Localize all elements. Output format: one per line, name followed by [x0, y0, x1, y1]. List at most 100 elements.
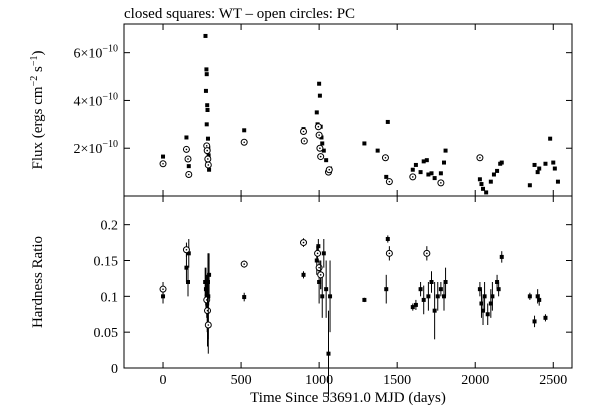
flux-pc-point-center — [207, 164, 210, 166]
x-tick-label: 2000 — [461, 373, 489, 388]
flux-wt-point — [548, 136, 553, 141]
hardness-wt-point — [362, 297, 367, 302]
hardness-wt-point — [418, 287, 423, 292]
hardness-wt-point — [488, 301, 493, 306]
hardness-pc-point-center — [302, 241, 305, 244]
hardness-wt-point — [203, 287, 208, 292]
flux-wt-point — [532, 162, 537, 167]
flux-wt-point — [499, 160, 504, 165]
flux-wt-point — [537, 166, 542, 171]
flux-wt-point — [527, 183, 532, 188]
flux-wt-point — [477, 177, 482, 182]
flux-wt-point — [426, 172, 431, 177]
flux-wt-point — [555, 179, 560, 184]
flux-wt-point — [495, 168, 500, 173]
hardness-wt-point — [410, 305, 415, 310]
flux-wt-point — [375, 148, 380, 153]
x-tick-label: 500 — [231, 373, 252, 388]
hardness-points — [159, 235, 548, 397]
figure-title: closed squares: WT – open circles: PC — [124, 6, 355, 22]
hardness-panel: 0 500 1000 1500 2000 2500 0 0.05 0.1 0.15 0.2 Hard… — [30, 195, 573, 397]
hardness-wt-point — [316, 244, 321, 249]
flux-pc-point-center — [318, 134, 320, 136]
flux-wt-point — [418, 170, 423, 175]
flux-wt-point — [442, 160, 446, 165]
flux-wt-point — [207, 167, 212, 172]
flux-ylabel-exp2: −1 — [29, 56, 40, 67]
hardness-wt-point — [495, 280, 500, 284]
flux-pc-point-center — [317, 125, 320, 128]
flux-panel-frame — [123, 23, 573, 197]
flux-pc-point-center — [187, 173, 190, 176]
x-axis-label: Time Since 53691.0 MJD (days) — [250, 390, 446, 406]
flux-pc-point-center — [411, 176, 414, 178]
hardness-wt-point — [429, 280, 434, 284]
flux-wt-point — [432, 176, 437, 181]
flux-wt-point — [479, 182, 484, 187]
flux-pc-point-center — [384, 156, 387, 159]
hardness-y-tick-label: 0.15 — [94, 255, 119, 270]
flux-wt-point — [184, 135, 189, 140]
hardness-pc-point-center — [243, 263, 245, 265]
hardness-wt-point — [535, 294, 540, 299]
hardness-pc-point-center — [316, 252, 319, 255]
hardness-pc-point-center — [162, 288, 164, 290]
flux-points — [159, 33, 560, 195]
hardness-pc-point-center — [319, 274, 322, 276]
flux-wt-point — [551, 160, 556, 165]
flux-pc-point-center — [319, 147, 321, 150]
flux-ylabel-mid: s — [30, 66, 46, 76]
flux-wt-point — [204, 67, 209, 72]
hardness-wt-point — [320, 294, 325, 299]
flux-wt-point — [317, 81, 322, 86]
flux-wt-point — [206, 153, 211, 158]
hardness-wt-point — [207, 272, 212, 277]
flux-wt-point — [204, 122, 209, 127]
hardness-wt-point — [443, 280, 448, 284]
hardness-ticks: 0 500 1000 1500 2000 2500 0 0.05 0.1 0.15 0.2 — [94, 196, 572, 388]
flux-pc-point-center — [479, 156, 481, 159]
hardness-wt-point — [317, 280, 322, 284]
x-tick-label: 1500 — [383, 373, 411, 388]
hardness-wt-point — [499, 254, 504, 259]
hardness-wt-point — [537, 297, 542, 302]
flux-pc-point-center — [319, 155, 322, 158]
hardness-wt-point — [324, 287, 329, 292]
hardness-pc-point-center — [207, 324, 210, 326]
hardness-wt-point — [482, 294, 487, 299]
flux-wt-point — [317, 93, 322, 98]
flux-y-tick-label: 4×10−10 — [73, 91, 118, 109]
flux-wt-point — [321, 148, 326, 153]
hardness-wt-point — [438, 287, 443, 292]
hardness-wt-point — [413, 302, 418, 307]
flux-ylabel: Flux (ergs cm−2 s−1) — [29, 51, 46, 170]
flux-ylabel-main: Flux (ergs cm — [30, 86, 46, 169]
flux-pc-point-center — [388, 180, 391, 183]
hardness-pc-point-center — [388, 252, 391, 255]
hardness-wt-point — [186, 251, 191, 256]
hardness-wt-point — [527, 294, 532, 299]
hardness-y-tick-label: 0.05 — [94, 326, 119, 341]
flux-pc-point-center — [243, 141, 245, 144]
flux-ylabel-end: ) — [30, 51, 46, 56]
flux-wt-point — [314, 110, 319, 115]
hardness-wt-point — [485, 312, 490, 317]
flux-wt-point — [385, 119, 390, 124]
hardness-ylabel: Hardness Ratio — [30, 236, 46, 328]
hardness-wt-point — [481, 308, 486, 313]
flux-pc-point-center — [207, 158, 209, 160]
hardness-wt-point — [477, 287, 482, 292]
flux-wt-point — [429, 171, 434, 176]
hardness-wt-point — [184, 265, 189, 270]
flux-wt-point — [205, 108, 210, 112]
x-tick-label: 0 — [160, 373, 167, 388]
flux-wt-point — [410, 167, 415, 172]
flux-wt-point — [413, 162, 418, 167]
flux-wt-point — [205, 136, 210, 141]
hardness-wt-point — [496, 287, 501, 292]
hardness-wt-point — [435, 294, 440, 299]
flux-pc-point-center — [440, 182, 442, 184]
hardness-wt-point — [532, 319, 537, 324]
hardness-wt-point — [242, 295, 247, 300]
